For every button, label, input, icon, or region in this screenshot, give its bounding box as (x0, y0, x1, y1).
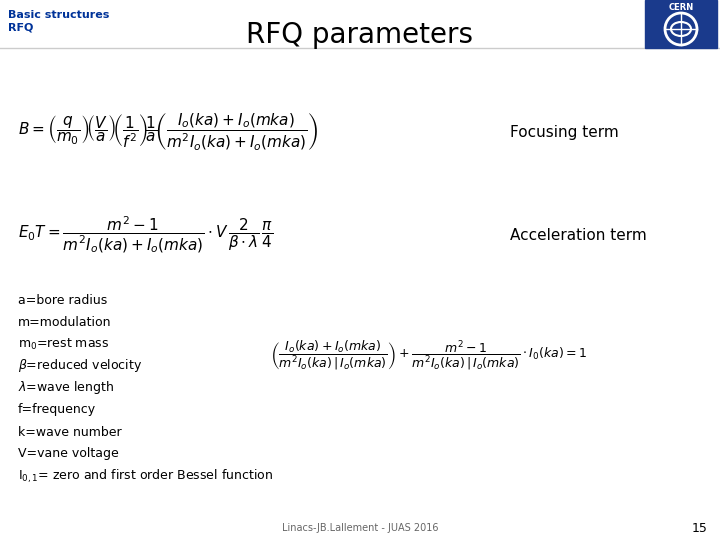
Text: $\lambda$=wave length: $\lambda$=wave length (18, 380, 114, 396)
Text: a=bore radius: a=bore radius (18, 294, 107, 307)
Text: Basic structures: Basic structures (8, 10, 109, 20)
Text: 15: 15 (692, 522, 708, 535)
Text: Focusing term: Focusing term (510, 125, 618, 139)
Text: Linacs-JB.Lallement - JUAS 2016: Linacs-JB.Lallement - JUAS 2016 (282, 523, 438, 533)
Text: $\beta$=reduced velocity: $\beta$=reduced velocity (18, 357, 142, 375)
Bar (645, 0, 717, 48)
Text: Acceleration term: Acceleration term (510, 227, 647, 242)
Text: RFQ parameters: RFQ parameters (246, 21, 474, 49)
Text: k=wave number: k=wave number (18, 426, 122, 438)
Text: $\left(\dfrac{I_o(ka)+I_o(mka)}{m^2 I_o(ka)\,|\,I_o(mka)}\right)+\dfrac{m^2-1}{m: $\left(\dfrac{I_o(ka)+I_o(mka)}{m^2 I_o(… (270, 339, 588, 372)
Text: $E_0 T = \dfrac{m^2-1}{m^2 I_o(ka)+I_o(mka)}\cdot V\,\dfrac{2}{\beta \cdot \lamb: $E_0 T = \dfrac{m^2-1}{m^2 I_o(ka)+I_o(m… (18, 215, 274, 255)
Text: m$_0$=rest mass: m$_0$=rest mass (18, 336, 109, 352)
Text: f=frequency: f=frequency (18, 403, 96, 416)
Text: I$_{0,1}$= zero and first order Bessel function: I$_{0,1}$= zero and first order Bessel f… (18, 467, 273, 485)
Text: m=modulation: m=modulation (18, 315, 112, 328)
Text: CERN: CERN (668, 3, 693, 12)
Text: $B = \left(\dfrac{q}{m_0}\right)\!\left(\dfrac{V}{a}\right)\!\left(\dfrac{1}{f^2: $B = \left(\dfrac{q}{m_0}\right)\!\left(… (18, 111, 318, 153)
Text: V=vane voltage: V=vane voltage (18, 448, 119, 461)
Text: RFQ: RFQ (8, 22, 33, 32)
